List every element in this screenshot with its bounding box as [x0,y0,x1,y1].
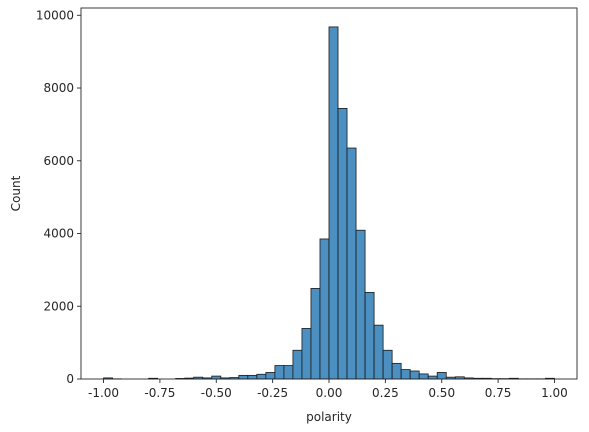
histogram-bar [382,349,393,380]
histogram-bar [319,238,330,380]
histogram-bar [292,349,303,380]
y-tick-label: 10000 [36,8,74,22]
histogram-bar [274,365,285,380]
histogram-bar [238,374,249,380]
x-axis: -1.00 -0.75 -0.50 -0.25 0.00 0.25 0.50 0.75 1.00 [88,379,568,400]
x-tick-label: -0.50 [201,386,232,400]
x-tick-label: -1.00 [88,386,119,400]
y-axis: 0 2000 4000 6000 8000 10000 [36,8,81,386]
histogram-bar [436,372,447,380]
x-tick-label: 0.00 [316,386,343,400]
histogram-bar [337,107,348,380]
histogram-bar [247,374,258,380]
y-tick-label: 4000 [43,227,74,241]
histogram-bar [328,26,339,380]
y-tick-label: 8000 [43,81,74,95]
x-axis-label: polarity [306,410,352,424]
histogram-bar [364,292,375,380]
histogram-bar [346,147,357,380]
histogram-bar [265,372,276,380]
y-tick-label: 6000 [43,154,74,168]
histogram-bar [256,373,267,380]
x-tick-label: 0.75 [485,386,512,400]
x-tick-label: -0.25 [257,386,288,400]
histogram-bar [301,328,312,380]
histogram-bar [355,229,366,380]
y-tick-label: 0 [66,372,74,386]
y-tick-label: 2000 [43,299,74,313]
histogram-bar [418,373,429,380]
histogram-bar [409,370,420,380]
histogram-bar [310,288,321,380]
histogram-bar [283,365,294,380]
histogram-bar [373,324,384,380]
x-tick-label: 0.50 [428,386,455,400]
x-tick-label: 0.25 [372,386,399,400]
histogram-bars [103,26,555,380]
histogram-bar [400,369,411,380]
x-tick-label: -0.75 [144,386,175,400]
y-axis-label: Count [9,175,23,211]
x-tick-label: 1.00 [541,386,568,400]
histogram-bar [391,362,402,380]
